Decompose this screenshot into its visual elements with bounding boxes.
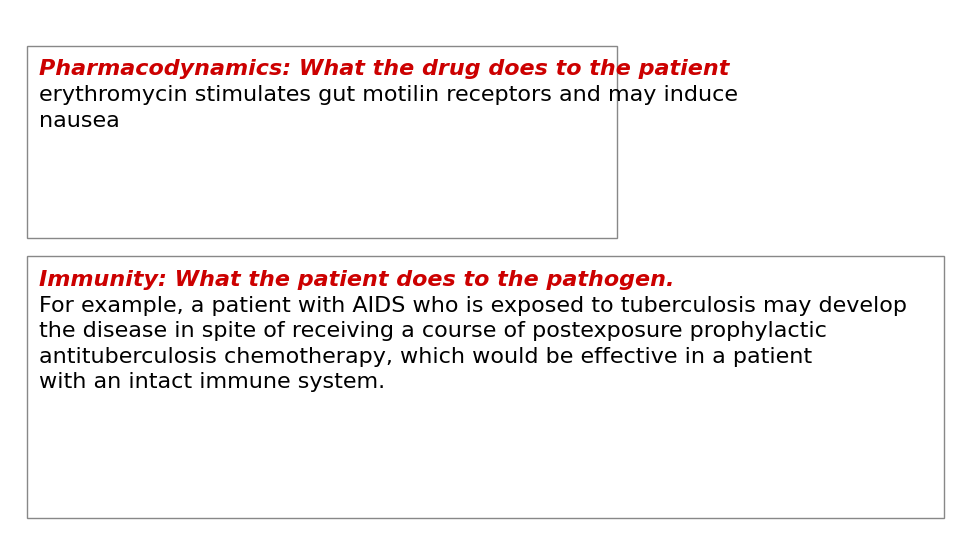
Bar	[27, 46, 617, 238]
Bar	[27, 256, 944, 518]
Text: For example, a patient with AIDS who is exposed to tuberculosis may develop
the : For example, a patient with AIDS who is …	[39, 295, 907, 393]
Text: erythromycin stimulates gut motilin receptors and may induce
nausea: erythromycin stimulates gut motilin rece…	[39, 85, 738, 131]
Text: Immunity: What the patient does to the pathogen.: Immunity: What the patient does to the p…	[39, 270, 675, 290]
Text: Pharmacodynamics: What the drug does to the patient: Pharmacodynamics: What the drug does to …	[39, 59, 730, 79]
